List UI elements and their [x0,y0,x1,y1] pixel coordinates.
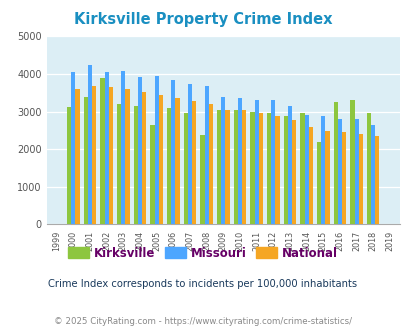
Bar [337,119,341,224]
Bar [183,114,188,224]
Bar [287,106,291,224]
Bar [75,88,79,224]
Bar [171,80,175,224]
Bar [100,78,104,224]
Bar [192,101,196,224]
Bar [154,76,158,224]
Legend: Kirksville, Missouri, National: Kirksville, Missouri, National [63,242,342,264]
Bar [117,104,121,224]
Bar [121,71,125,224]
Bar [250,112,254,224]
Bar [258,114,262,224]
Bar [92,86,96,224]
Bar [316,142,320,224]
Text: Kirksville Property Crime Index: Kirksville Property Crime Index [74,12,331,26]
Bar [283,116,287,224]
Bar [341,132,345,224]
Bar [324,131,329,224]
Bar [266,114,271,224]
Bar [104,72,109,224]
Bar [88,65,92,224]
Bar [233,110,237,224]
Bar [109,87,113,224]
Bar [254,100,258,224]
Bar [200,135,204,224]
Bar [374,136,379,224]
Bar [366,113,370,224]
Bar [308,127,312,224]
Bar [350,100,354,224]
Bar [188,84,192,224]
Bar [304,115,308,224]
Bar [204,86,208,224]
Bar [358,134,362,224]
Bar [370,125,374,224]
Bar [221,97,225,224]
Bar [275,116,279,224]
Bar [271,100,275,224]
Bar [354,119,358,224]
Bar [142,92,146,224]
Bar [175,98,179,224]
Bar [125,89,129,224]
Bar [291,120,296,224]
Text: © 2025 CityRating.com - https://www.cityrating.com/crime-statistics/: © 2025 CityRating.com - https://www.city… [54,317,351,326]
Bar [67,107,71,224]
Bar [208,104,212,224]
Bar [300,113,304,224]
Bar [133,106,138,224]
Bar [237,98,241,224]
Bar [333,102,337,224]
Bar [241,110,245,224]
Bar [217,110,221,224]
Bar [138,77,142,224]
Bar [71,72,75,224]
Bar [83,97,88,224]
Bar [320,116,324,224]
Bar [166,108,171,224]
Bar [150,125,154,224]
Bar [225,110,229,224]
Text: Crime Index corresponds to incidents per 100,000 inhabitants: Crime Index corresponds to incidents per… [48,279,357,289]
Bar [158,95,162,224]
